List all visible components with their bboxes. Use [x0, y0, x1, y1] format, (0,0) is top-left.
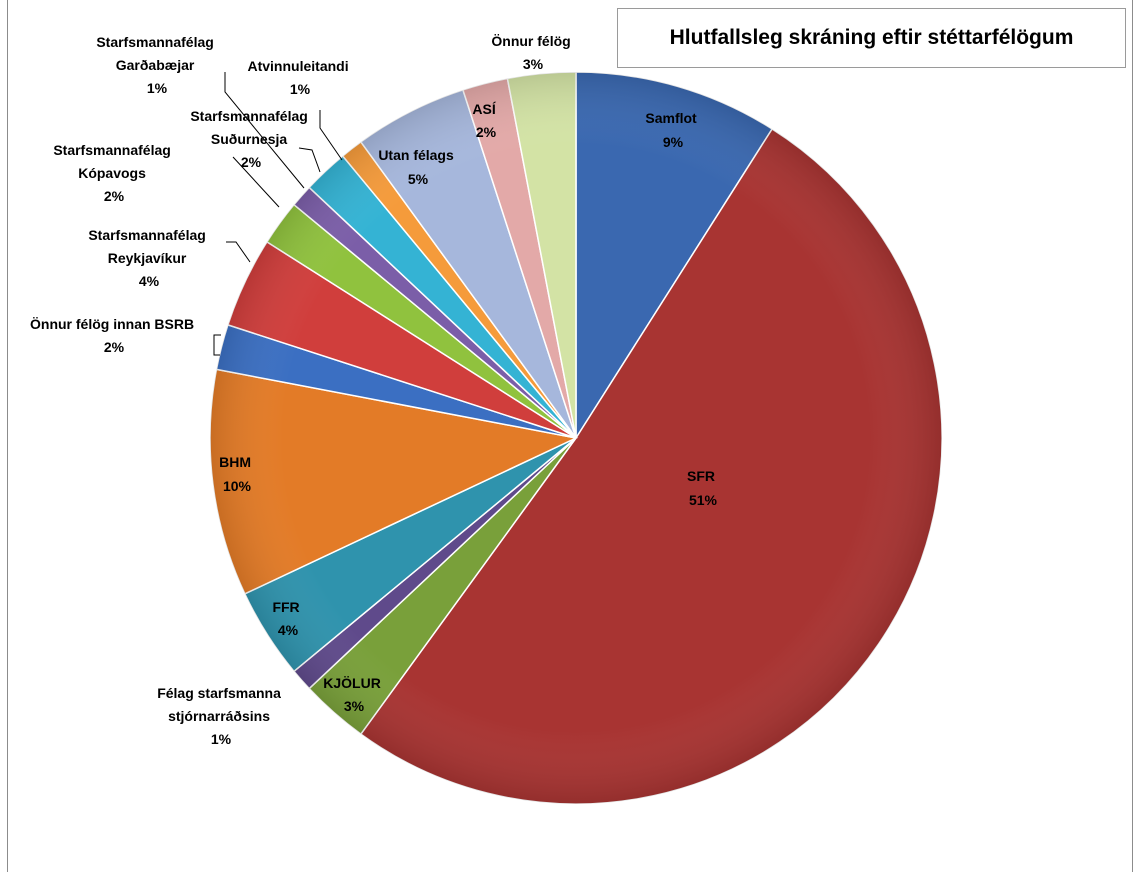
- label-reykjavik: Starfsmannafélag Reykjavíkur 4%: [88, 227, 209, 289]
- label-kopavogs: Starfsmannafélag Kópavogs 2%: [53, 142, 174, 204]
- label-onnur: Önnur félög 3%: [491, 33, 574, 72]
- label-ffr: FFR 4%: [272, 599, 303, 638]
- label-asi: ASÍ 2%: [472, 101, 499, 140]
- label-samflot: Samflot 9%: [645, 110, 700, 150]
- label-fss: Félag starfsmanna stjórnarráðsins 1%: [157, 685, 285, 747]
- chart-title: Hlutfallsleg skráning eftir stéttarfélög…: [669, 26, 1074, 49]
- data-labels: Samflot 9% SFR 51% KJÖLUR 3% Félag starf…: [30, 33, 719, 747]
- leader-line-kopavogs: [232, 156, 280, 208]
- label-atvinnu: Atvinnuleitandi 1%: [247, 58, 352, 97]
- leader-line-atvinnu: [319, 110, 343, 161]
- leader-lines: [213, 72, 343, 356]
- label-bsrb: Önnur félög innan BSRB 2%: [30, 316, 198, 355]
- label-gardabaer: Starfsmannafélag Garðabæjar 1%: [96, 34, 217, 96]
- leader-line-bsrb: [213, 334, 221, 356]
- pie-slices: [209, 71, 943, 805]
- chart-title-box: Hlutfallsleg skráning eftir stéttarfélög…: [617, 8, 1126, 68]
- leader-line-sudurnes: [298, 147, 321, 173]
- label-kjolur: KJÖLUR 3%: [323, 675, 384, 714]
- label-sudurnes: Starfsmannafélag Suðurnesja 2%: [190, 108, 311, 170]
- leader-line-gardabaer: [224, 72, 305, 189]
- label-utan: Utan félags 5%: [378, 147, 457, 187]
- label-bhm: BHM 10%: [219, 454, 255, 494]
- leader-line-reykjavik: [226, 241, 251, 263]
- label-sfr: SFR 51%: [687, 468, 719, 508]
